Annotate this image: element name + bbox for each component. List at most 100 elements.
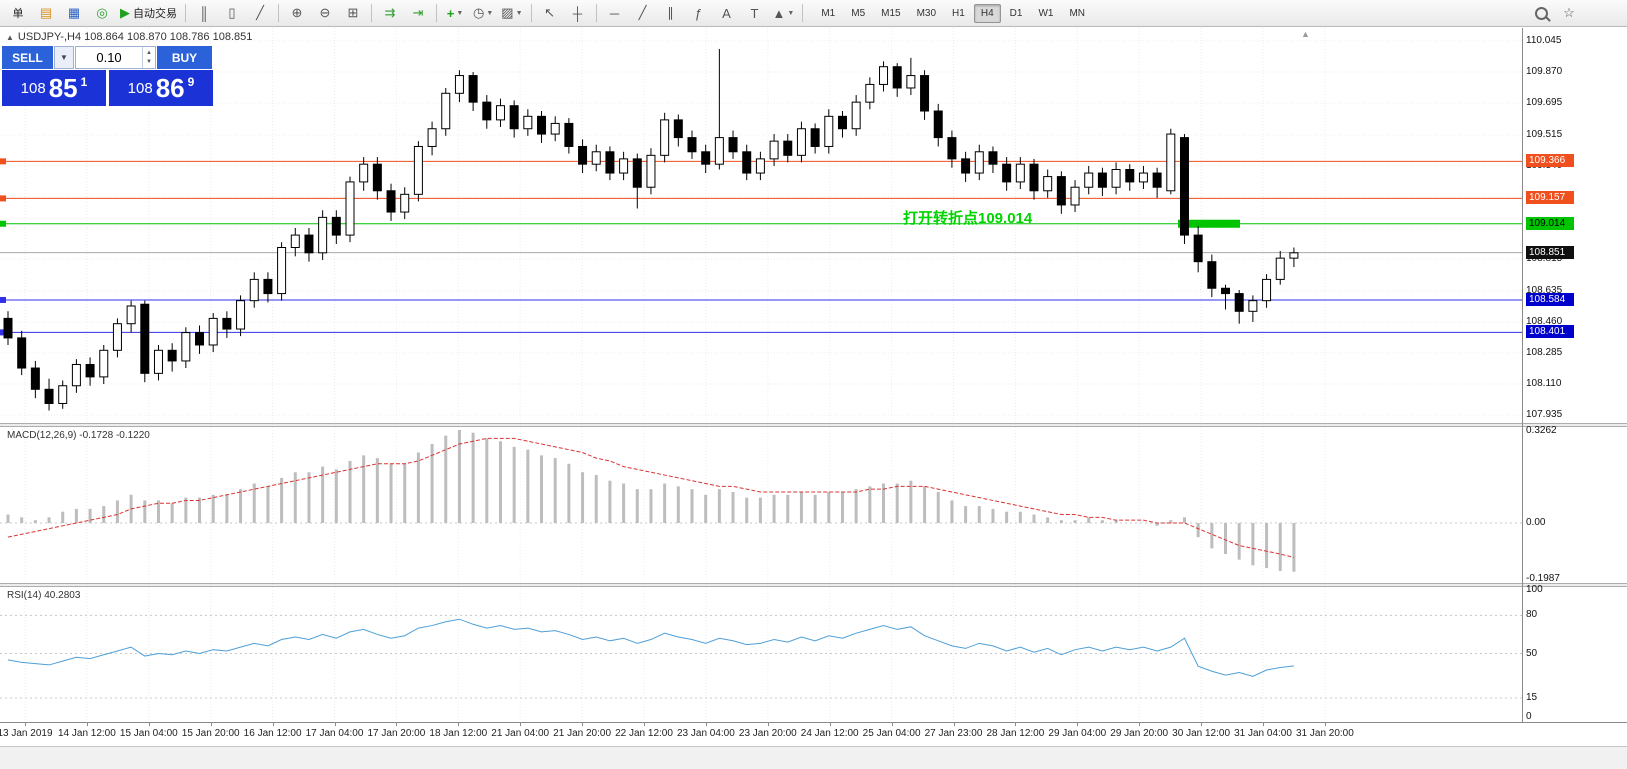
macd-panel[interactable] (0, 427, 1522, 583)
time-axis-label: 27 Jan 23:00 (924, 728, 983, 739)
candle (783, 134, 793, 163)
candle (933, 103, 943, 147)
candle (673, 114, 683, 147)
zoom-in-icon[interactable]: ⊕ (291, 5, 303, 20)
one-click-toggle-icon[interactable]: ▲ (6, 32, 14, 42)
candle (30, 360, 40, 399)
candle (564, 118, 574, 154)
time-axis-label: 15 Jan 20:00 (181, 728, 240, 739)
cursor-icon[interactable]: ↖ (544, 5, 555, 20)
buy-button[interactable]: BUY (157, 46, 212, 69)
trendline-icon[interactable]: ╱ (638, 5, 647, 20)
timeframe-m5[interactable]: M5 (851, 7, 866, 19)
candle (1275, 251, 1285, 285)
axis-tick-label: 50 (1526, 647, 1538, 659)
panel-splitter[interactable] (0, 583, 1627, 587)
periods-icon[interactable]: ◷ ▼ (473, 5, 494, 20)
search-icon[interactable] (1528, 2, 1554, 24)
sell-button[interactable]: SELL (2, 46, 53, 69)
channel-icon[interactable]: ∥ (667, 5, 674, 20)
sell-price-button[interactable]: 108 85 1 (2, 70, 106, 106)
rsi-line (7, 618, 1294, 677)
time-axis: 13 Jan 2019 14 Jan 12:00 15 Jan 04:00 15 Ja… (0, 722, 1627, 746)
toolbar-separator (185, 4, 186, 22)
timeframe-m30[interactable]: M30 (916, 7, 937, 19)
arrows-icon[interactable]: ▲ ▼ (772, 5, 795, 21)
time-axis-label: 23 Jan 04:00 (676, 728, 735, 739)
highlight-segment[interactable] (1178, 219, 1240, 228)
line-anchor-handle[interactable] (0, 220, 6, 227)
timeframe-w1[interactable]: W1 (1038, 7, 1054, 19)
data-window-icon[interactable]: ◎ (96, 5, 108, 20)
timeframe-h1[interactable]: H1 (952, 7, 965, 19)
candle (742, 144, 752, 181)
candle (865, 77, 875, 110)
candle (769, 134, 779, 166)
timeframe-d1[interactable]: D1 (1009, 7, 1023, 19)
line-anchor-handle[interactable] (0, 195, 6, 202)
new-order-icon[interactable]: ▤ (39, 5, 53, 20)
candle (1152, 167, 1162, 198)
line-chart-icon[interactable]: ╱ (256, 5, 264, 20)
candle (509, 100, 519, 138)
zoom-out-icon[interactable]: ⊖ (319, 5, 331, 20)
candle (277, 242, 287, 301)
time-axis-label: 21 Jan 20:00 (553, 728, 612, 739)
candle (386, 183, 396, 221)
rsi-panel[interactable] (0, 587, 1522, 722)
templates-icon[interactable]: ▨ ▼ (501, 5, 523, 20)
line-anchor-handle[interactable] (0, 329, 6, 336)
time-axis-label: 31 Jan 20:00 (1295, 728, 1354, 739)
panel-splitter[interactable] (0, 423, 1627, 427)
price-line-badge: 109.366 (1526, 154, 1574, 168)
lot-increase-button[interactable]: ▲ (146, 49, 152, 56)
auto-scroll-icon[interactable]: ⇉ (384, 5, 396, 20)
crosshair-icon[interactable]: ┼ (572, 5, 583, 21)
time-tick (767, 723, 769, 726)
autotrading-button[interactable]: ▶ 自动交易 (120, 5, 177, 20)
lot-size-input[interactable]: 0.10 ▲ ▼ (75, 46, 156, 69)
chart-shift-icon[interactable]: ⇥ (412, 5, 424, 20)
time-tick (520, 723, 522, 726)
favorites-icon[interactable]: ☆ (1563, 5, 1575, 20)
line-anchor-handle[interactable] (0, 296, 6, 303)
candle (359, 157, 369, 191)
lot-dropdown-button[interactable]: ▼ (54, 46, 74, 69)
text-icon[interactable]: A (722, 5, 731, 21)
timeframe-h4[interactable]: H4 (973, 3, 1001, 23)
candle (1248, 295, 1258, 322)
price-axis: 110.045109.870109.695109.515109.340109.1… (1523, 0, 1627, 746)
order-menu-button[interactable]: 单 (12, 8, 24, 20)
time-tick (644, 723, 645, 726)
time-axis-label: 16 Jan 12:00 (243, 728, 302, 739)
horizontal-line-icon[interactable]: ─ (609, 5, 620, 21)
axis-tick-label: 108.110 (1526, 377, 1562, 389)
axis-tick-label: 109.515 (1526, 128, 1563, 140)
time-axis-label: 21 Jan 04:00 (491, 728, 550, 739)
candle (112, 318, 122, 358)
candle (153, 344, 163, 381)
text-label-icon[interactable]: T (750, 5, 759, 21)
timeframe-mn[interactable]: MN (1069, 7, 1085, 19)
price-chart[interactable] (0, 28, 1522, 423)
tile-windows-icon[interactable]: ⊞ (347, 5, 359, 20)
candle (99, 344, 109, 384)
bars-chart-icon[interactable]: ║ (199, 5, 209, 21)
time-tick (1139, 723, 1141, 726)
candle (1193, 226, 1203, 273)
time-tick (1015, 723, 1017, 726)
timeframe-m1[interactable]: M1 (821, 7, 836, 19)
timeframe-m15[interactable]: M15 (881, 7, 901, 19)
lot-decrease-button[interactable]: ▼ (146, 58, 152, 65)
line-anchor-handle[interactable] (0, 158, 6, 165)
candle (3, 311, 13, 345)
macd-signal-line (7, 437, 1295, 558)
candle (331, 210, 341, 244)
buy-price-button[interactable]: 108 86 9 (109, 70, 213, 106)
indicators-icon[interactable]: + ▼ (446, 5, 464, 21)
candle (701, 144, 711, 174)
candlestick-chart-icon[interactable]: ▯ (228, 5, 236, 20)
chart-window-icon[interactable]: ▦ (67, 5, 81, 20)
price-line-badge: 109.157 (1526, 191, 1574, 205)
fibonacci-icon[interactable]: ƒ (694, 5, 703, 21)
